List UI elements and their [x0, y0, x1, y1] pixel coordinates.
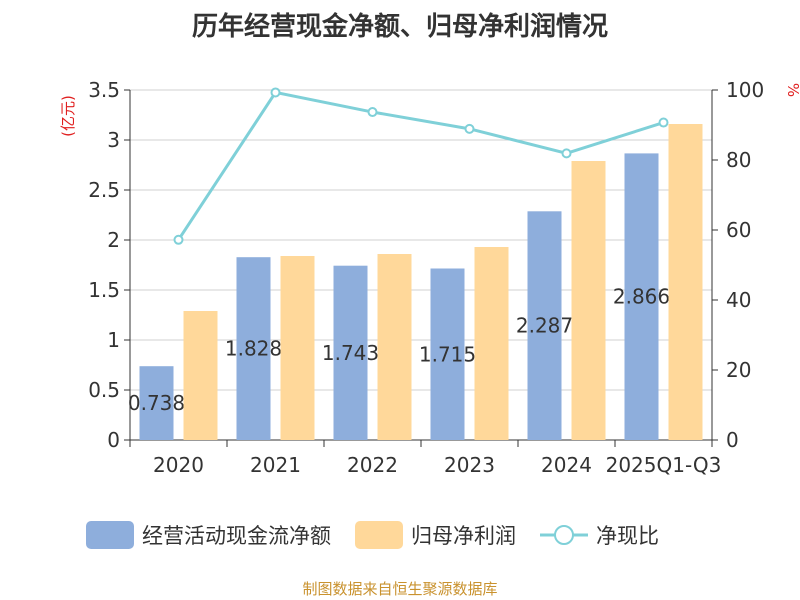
- y-left-tick-label: 2.5: [88, 178, 120, 202]
- line-point: [561, 148, 572, 159]
- y-right-tick-label: 0: [726, 428, 739, 452]
- bar-data-label: 1.828: [225, 337, 282, 361]
- bar-profit: [668, 124, 703, 440]
- y-left-tick-label: 0: [107, 428, 120, 452]
- y-right-label: %: [784, 83, 800, 97]
- bar-cashflow: [527, 211, 562, 440]
- bar-profit: [183, 311, 218, 440]
- legend-marker: [554, 525, 574, 545]
- y-left-tick-label: 3: [107, 128, 120, 152]
- line-point: [464, 123, 475, 134]
- bar-cashflow: [236, 257, 271, 440]
- x-tick-label: 2025Q1-Q3: [606, 453, 722, 477]
- bar-data-label: 2.866: [613, 285, 670, 309]
- x-tick-label: 2022: [347, 453, 398, 477]
- y-right-tick-label: 100: [726, 78, 764, 102]
- y-left-tick-label: 0.5: [88, 378, 120, 402]
- bar-cashflow: [333, 265, 368, 440]
- line-net-cash-ratio: [177, 90, 664, 241]
- bar-cashflow: [430, 268, 465, 440]
- bar-data-label: 1.715: [419, 342, 476, 366]
- legend-label: 净现比: [596, 524, 659, 548]
- y-right-tick-label: 60: [726, 218, 751, 242]
- legend-swatch: [355, 521, 403, 549]
- bar-profit: [571, 161, 606, 440]
- y-right-tick-label: 20: [726, 358, 751, 382]
- bar-data-label: 1.743: [322, 341, 379, 365]
- line-point: [367, 107, 378, 118]
- y-left-label: (亿元): [59, 95, 77, 137]
- line-point: [270, 87, 281, 98]
- bar-data-label: 0.738: [128, 391, 185, 415]
- line-point: [173, 234, 184, 245]
- y-left-tick-label: 1.5: [88, 278, 120, 302]
- chart-title: 历年经营现金净额、归母净利润情况: [191, 12, 608, 42]
- x-tick-label: 2021: [250, 453, 301, 477]
- x-tick-label: 2024: [541, 453, 592, 477]
- legend-label: 经营活动现金流净额: [142, 524, 331, 548]
- y-right-tick-label: 40: [726, 288, 751, 312]
- x-tick-label: 2023: [444, 453, 495, 477]
- legend-label: 归母净利润: [411, 524, 516, 548]
- y-left-tick-label: 1: [107, 328, 120, 352]
- bar-cashflow: [139, 366, 174, 440]
- line-point: [658, 117, 669, 128]
- legend-swatch: [86, 521, 134, 549]
- y-left-tick-label: 2: [107, 228, 120, 252]
- bar-profit: [377, 254, 412, 440]
- bar-profit: [474, 247, 509, 440]
- source-note: 制图数据来自恒生聚源数据库: [302, 580, 498, 598]
- y-right-tick-label: 80: [726, 148, 751, 172]
- bar-data-label: 2.287: [516, 314, 573, 338]
- y-left-tick-label: 3.5: [88, 78, 120, 102]
- bar-profit: [280, 256, 315, 440]
- bar-cashflow: [624, 153, 659, 440]
- x-tick-label: 2020: [153, 453, 204, 477]
